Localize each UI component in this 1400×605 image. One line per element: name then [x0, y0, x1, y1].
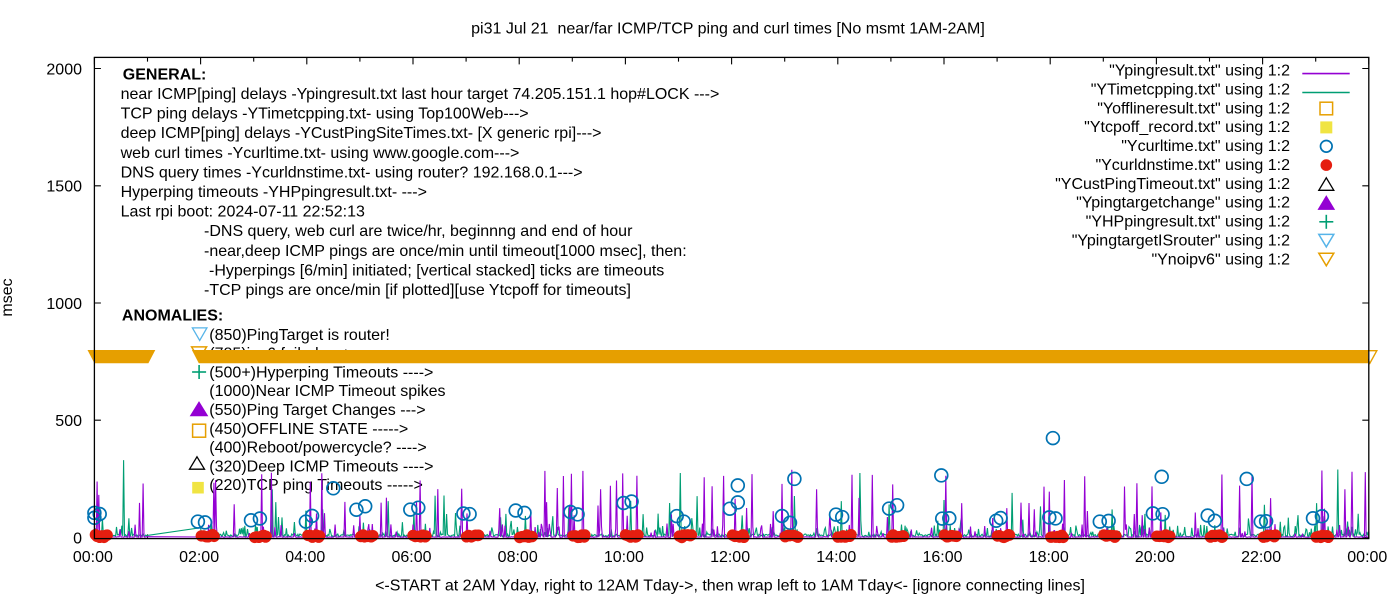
svg-text:(400)Reboot/powercycle? ---->: (400)Reboot/powercycle? ---->	[209, 440, 426, 457]
svg-text:web curl times -Ycurltime.txt-: web curl times -Ycurltime.txt- using www…	[120, 145, 520, 162]
svg-text:00:00: 00:00	[1347, 549, 1387, 566]
svg-text:(450)OFFLINE STATE ----->: (450)OFFLINE STATE ----->	[209, 421, 408, 438]
svg-text:GENERAL:: GENERAL:	[123, 66, 207, 83]
svg-text:08:00: 08:00	[498, 549, 538, 566]
svg-text:22:00: 22:00	[1241, 549, 1281, 566]
svg-text:10:00: 10:00	[604, 549, 644, 566]
svg-text:(500+)Hyperping Timeouts ---->: (500+)Hyperping Timeouts ---->	[209, 364, 433, 381]
svg-text:-TCP pings are once/min [if pl: -TCP pings are once/min [if plotted][use…	[204, 282, 631, 299]
svg-text:06:00: 06:00	[391, 549, 431, 566]
svg-text:"Ypingtargetchange" using 1:2: "Ypingtargetchange" using 1:2	[1076, 195, 1290, 212]
svg-text:16:00: 16:00	[922, 549, 962, 566]
svg-text:"YpingtargetISrouter" using 1:: "YpingtargetISrouter" using 1:2	[1072, 232, 1290, 249]
svg-text:TCP ping delays -YTimetcpping.: TCP ping delays -YTimetcpping.txt- using…	[121, 106, 529, 123]
svg-text:(1000)Near ICMP Timeout spikes: (1000)Near ICMP Timeout spikes	[209, 383, 445, 400]
svg-text:ANOMALIES:: ANOMALIES:	[122, 308, 223, 325]
svg-text:"YHPpingresult.txt" using 1:2: "YHPpingresult.txt" using 1:2	[1086, 214, 1290, 231]
svg-text:Hyperping timeouts -YHPpingres: Hyperping timeouts -YHPpingresult.txt- -…	[121, 184, 427, 201]
svg-text:(220)TCP ping Timeouts ----->: (220)TCP ping Timeouts ----->	[209, 477, 423, 494]
svg-text:near ICMP[ping] delays -Ypingr: near ICMP[ping] delays -Ypingresult.txt …	[121, 86, 720, 103]
svg-text:"YTimetcpping.txt" using 1:2: "YTimetcpping.txt" using 1:2	[1091, 81, 1290, 98]
svg-text:18:00: 18:00	[1029, 549, 1069, 566]
svg-text:"Ypingresult.txt" using 1:2: "Ypingresult.txt" using 1:2	[1109, 63, 1290, 80]
svg-text:"Ycurltime.txt" using 1:2: "Ycurltime.txt" using 1:2	[1121, 138, 1290, 155]
svg-text:20:00: 20:00	[1135, 549, 1175, 566]
svg-text:(550)Ping Target Changes --->: (550)Ping Target Changes --->	[209, 402, 425, 419]
svg-text:1000: 1000	[46, 296, 82, 313]
svg-text:12:00: 12:00	[710, 549, 750, 566]
svg-text:DNS query times -Ycurldnstime.: DNS query times -Ycurldnstime.txt- using…	[121, 164, 583, 181]
svg-text:02:00: 02:00	[179, 549, 219, 566]
svg-text:2000: 2000	[46, 61, 82, 78]
svg-text:-near,deep ICMP pings are once: -near,deep ICMP pings are once/min until…	[204, 243, 687, 260]
svg-text:Last rpi boot: 2024-07-11 22:5: Last rpi boot: 2024-07-11 22:52:13	[121, 204, 365, 221]
svg-text:msec: msec	[0, 278, 16, 316]
svg-text:500: 500	[55, 413, 82, 430]
svg-text:-DNS query, web curl are twice: -DNS query, web curl are twice/hr, begin…	[204, 223, 633, 240]
svg-text:0: 0	[73, 530, 82, 547]
svg-text:(320)Deep ICMP Timeouts ---->: (320)Deep ICMP Timeouts ---->	[209, 458, 433, 475]
svg-text:deep ICMP[ping] delays -YCustP: deep ICMP[ping] delays -YCustPingSiteTim…	[121, 125, 602, 142]
svg-text:"Yofflineresult.txt" using 1:2: "Yofflineresult.txt" using 1:2	[1097, 100, 1290, 117]
svg-text:"YCustPingTimeout.txt" using 1: "YCustPingTimeout.txt" using 1:2	[1055, 176, 1290, 193]
svg-text:pi31 Jul 21 near/far ICMP/TCP: pi31 Jul 21 near/far ICMP/TCP ping and c…	[471, 21, 985, 38]
svg-text:-Hyperpings [6/min] initiated;: -Hyperpings [6/min] initiated; [vertical…	[209, 262, 664, 279]
svg-text:00:00: 00:00	[73, 549, 113, 566]
svg-text:14:00: 14:00	[816, 549, 856, 566]
svg-text:04:00: 04:00	[285, 549, 325, 566]
svg-text:<-START at 2AM Yday, right to: <-START at 2AM Yday, right to 12AM Tday-…	[375, 578, 1085, 595]
svg-text:"Ycurldnstime.txt" using 1:2: "Ycurldnstime.txt" using 1:2	[1095, 157, 1290, 174]
svg-text:"Ytcpoff_record.txt" using 1:2: "Ytcpoff_record.txt" using 1:2	[1084, 119, 1290, 136]
svg-text:1500: 1500	[46, 179, 82, 196]
svg-text:(850)PingTarget is router!: (850)PingTarget is router!	[209, 327, 390, 344]
svg-text:"Ynoipv6" using 1:2: "Ynoipv6" using 1:2	[1151, 251, 1290, 268]
